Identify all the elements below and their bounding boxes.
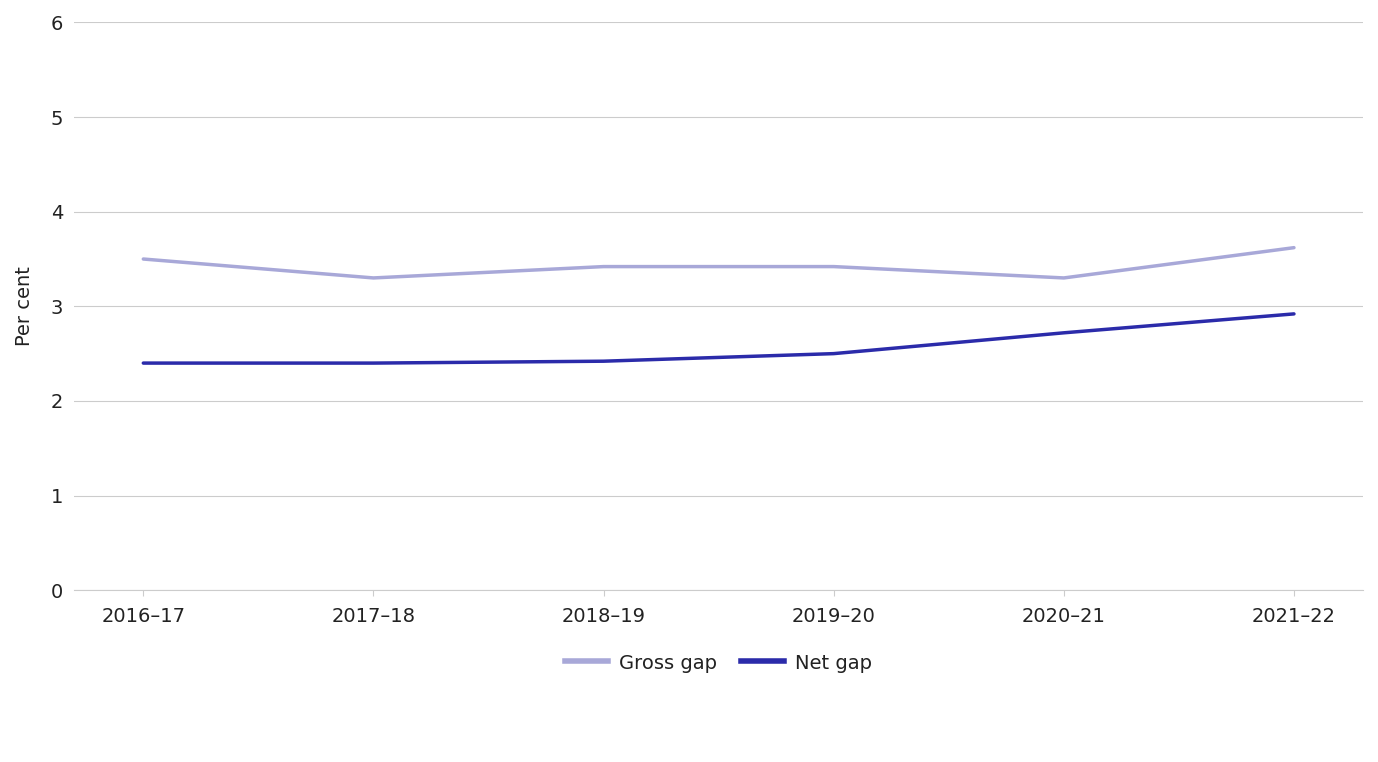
- Net gap: [595, 357, 612, 366]
- Gross gap: [1286, 243, 1302, 252]
- Gross gap: [825, 262, 842, 271]
- Gross gap: [365, 274, 382, 283]
- Net gap: [365, 358, 382, 367]
- Gross gap: [135, 255, 152, 264]
- Line: Net gap: Net gap: [143, 314, 1294, 363]
- Net gap: [825, 349, 842, 358]
- Line: Gross gap: Gross gap: [143, 248, 1294, 278]
- Gross gap: [1056, 274, 1072, 283]
- Net gap: [1056, 328, 1072, 338]
- Legend: Gross gap, Net gap: Gross gap, Net gap: [555, 644, 882, 683]
- Net gap: [135, 358, 152, 367]
- Net gap: [1286, 309, 1302, 319]
- Gross gap: [595, 262, 612, 271]
- Y-axis label: Per cent: Per cent: [15, 267, 34, 346]
